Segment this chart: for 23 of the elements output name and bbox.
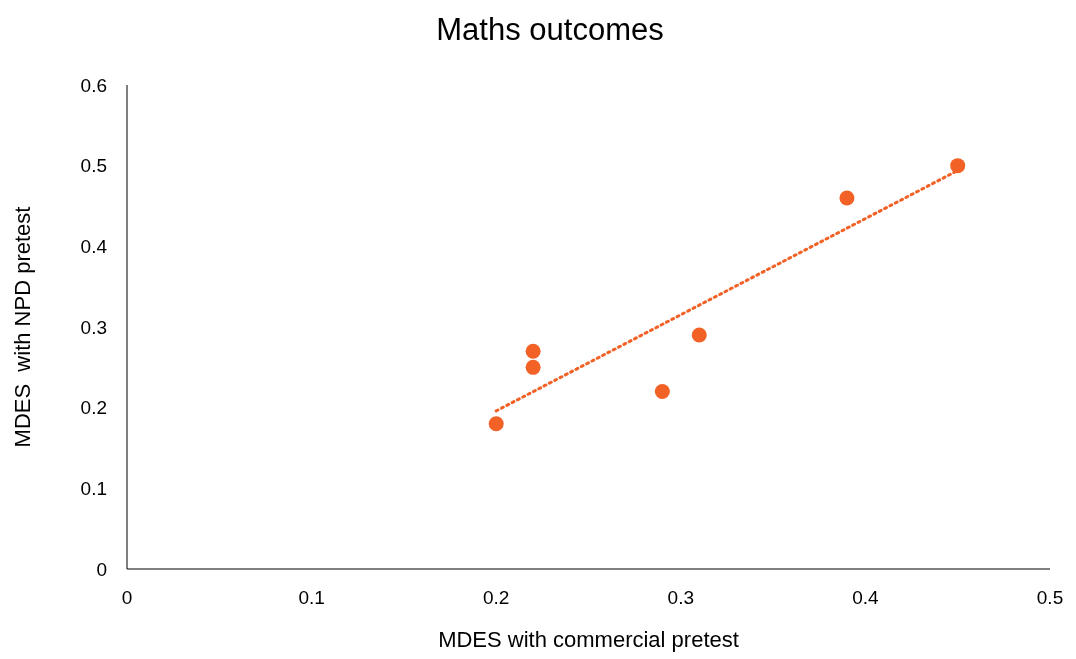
- x-tick-label: 0.4: [852, 587, 880, 608]
- chart-title: Maths outcomes: [436, 12, 664, 47]
- point: [488, 416, 504, 432]
- y-tick-label: 0.4: [80, 235, 108, 257]
- point: [654, 384, 670, 400]
- y-axis-title: MDES with NPD pretest: [10, 206, 35, 448]
- x-tick-label: 0: [121, 587, 133, 608]
- point: [691, 327, 707, 343]
- point: [525, 343, 541, 359]
- y-tick-label: 0.1: [80, 477, 107, 499]
- x-axis-title: MDES with commercial pretest: [438, 627, 739, 652]
- y-tick-label: 0.6: [80, 74, 107, 96]
- x-tick-label: 0.1: [298, 587, 325, 608]
- x-tick-label: 0.5: [1036, 587, 1064, 608]
- y-tick-label: 0.5: [80, 155, 107, 177]
- y-tick-label: 0.3: [80, 316, 107, 338]
- point: [839, 190, 855, 206]
- x-tick-label: 0.3: [667, 587, 695, 608]
- point: [525, 359, 541, 375]
- point: [950, 158, 966, 174]
- x-tick-label: 0.2: [482, 587, 510, 608]
- y-tick-label: 0.2: [80, 397, 107, 419]
- y-tick-label: 0: [96, 558, 107, 580]
